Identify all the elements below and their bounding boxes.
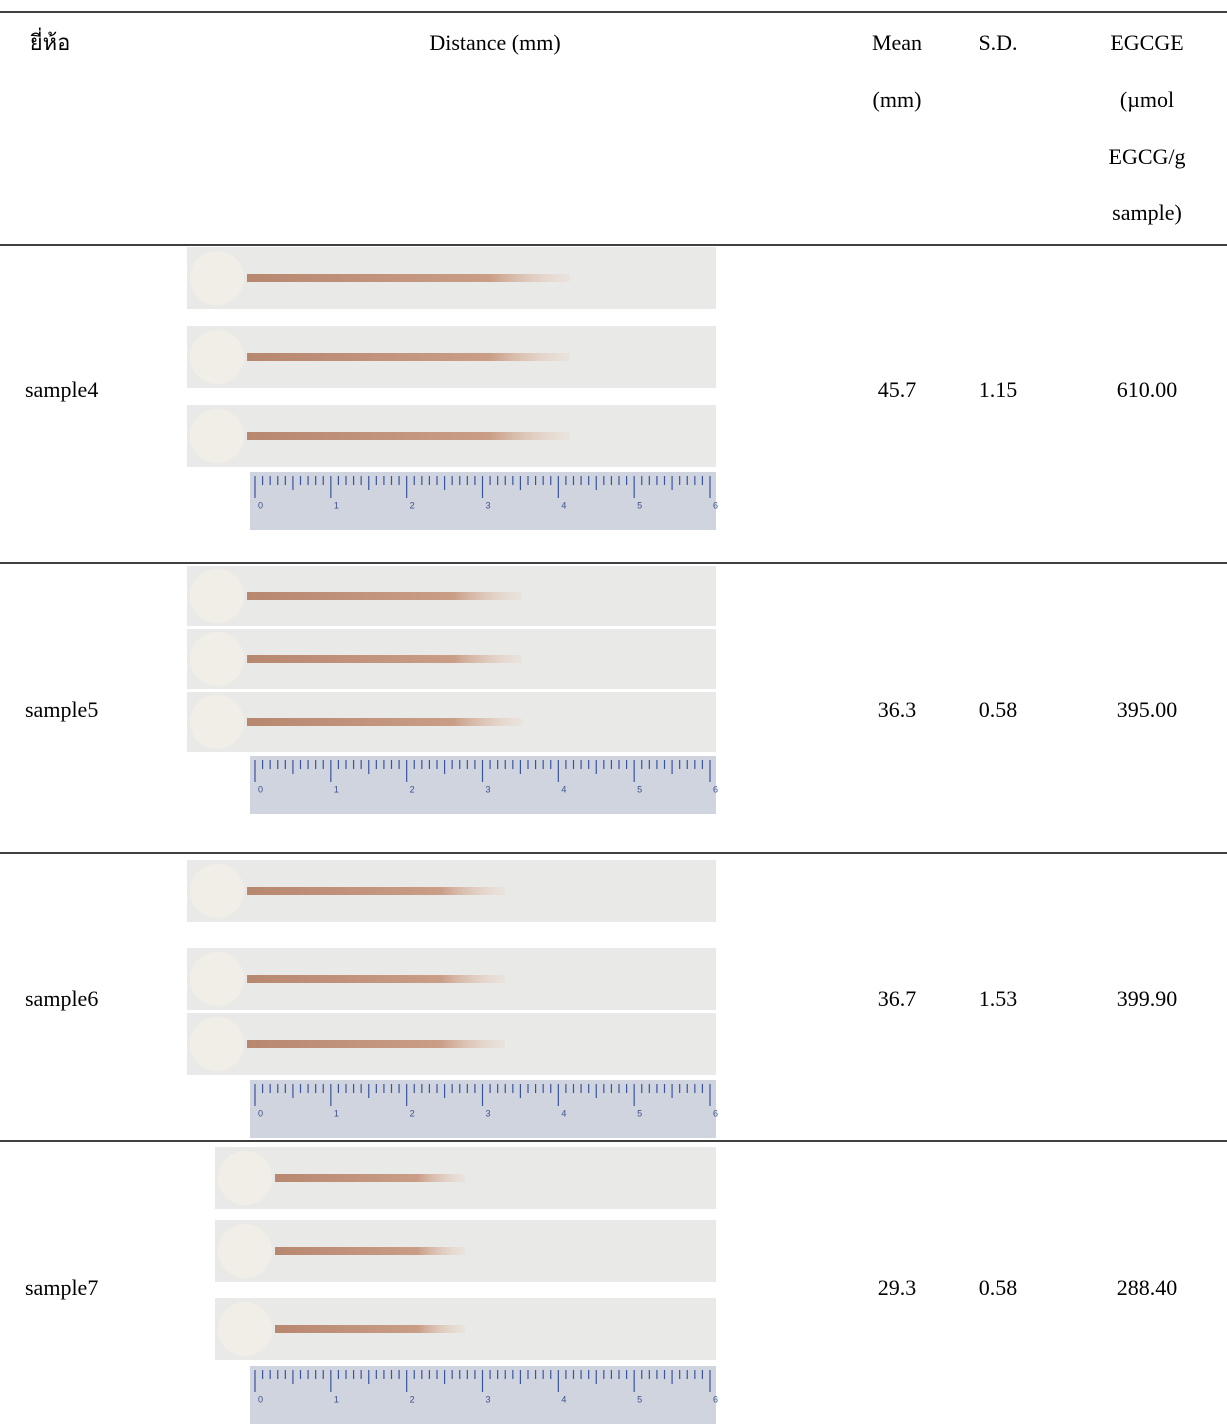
ruler-label: 4 [561,784,566,794]
ruler-label: 1 [334,784,339,794]
header-cell: (µmol [1120,87,1174,112]
cell: 45.7 [878,377,917,402]
header-cell: EGCG/g [1109,144,1186,169]
stain-band [275,1247,465,1255]
header-cell: S.D. [978,30,1017,55]
row-label: sample7 [25,1275,98,1300]
cell: 36.3 [878,697,917,722]
row-label: sample4 [25,377,98,402]
ruler-label: 4 [561,1394,566,1404]
ruler-label: 6 [713,1108,718,1118]
ruler-label: 0 [258,1108,263,1118]
sample-spot [190,251,244,305]
ruler-label: 0 [258,500,263,510]
cell: 36.7 [878,986,917,1011]
ruler-label: 4 [561,1108,566,1118]
sample-spot [190,632,244,686]
cell: 0.58 [979,697,1018,722]
ruler-label: 3 [486,500,491,510]
ruler-label: 5 [637,1108,642,1118]
sample-spot [218,1302,272,1356]
ruler-label: 3 [486,1108,491,1118]
ruler-label: 6 [713,500,718,510]
header-cell: sample) [1112,200,1182,225]
sample-spot [190,864,244,918]
ruler-label: 0 [258,784,263,794]
ruler-label: 2 [410,1394,415,1404]
cell: 0.58 [979,1275,1018,1300]
stain-band [275,1174,465,1182]
row-label: sample6 [25,986,98,1011]
cell: 399.90 [1117,986,1178,1011]
ruler-label: 4 [561,500,566,510]
ruler-label: 3 [486,784,491,794]
ruler-label: 0 [258,1394,263,1404]
row-label: sample5 [25,697,98,722]
sample-spot [218,1224,272,1278]
stain-band [247,592,522,600]
cell: 610.00 [1117,377,1178,402]
stain-band [247,655,522,663]
ruler-label: 2 [410,1108,415,1118]
stain-band [247,975,505,983]
cell: 1.53 [979,986,1018,1011]
cell: 288.40 [1117,1275,1178,1300]
ruler-label: 6 [713,784,718,794]
stain-band [247,887,505,895]
header-cell: (mm) [873,87,922,112]
page: ยี่ห้อ Distance (mm) Mean (mm) S.D. EGCG… [0,0,1227,1424]
sample-spot [190,409,244,463]
ruler-label: 2 [410,500,415,510]
ruler-label: 3 [486,1394,491,1404]
ruler-label: 5 [637,784,642,794]
table: ยี่ห้อ Distance (mm) Mean (mm) S.D. EGCG… [0,0,1227,1424]
ruler-label: 5 [637,1394,642,1404]
ruler-label: 2 [410,784,415,794]
sample-spot [190,569,244,623]
stain-band [247,353,570,361]
ruler-label: 1 [334,1394,339,1404]
sample-spot [218,1151,272,1205]
stain-band [275,1325,465,1333]
stain-band [247,274,570,282]
ruler-label: 5 [637,500,642,510]
stain-band [247,718,522,726]
header-cell: Distance (mm) [429,30,560,55]
sample-spot [190,695,244,749]
header-cell: EGCGE [1110,30,1183,55]
cell: 395.00 [1117,697,1178,722]
ruler-label: 1 [334,500,339,510]
ruler-label: 6 [713,1394,718,1404]
sample-spot [190,952,244,1006]
ruler-label: 1 [334,1108,339,1118]
sample-spot [190,330,244,384]
cell: 29.3 [878,1275,917,1300]
sample-spot [190,1017,244,1071]
stain-band [247,1040,505,1048]
header-cell: Mean [872,30,922,55]
header-cell: ยี่ห้อ [30,27,71,55]
stain-band [247,432,570,440]
cell: 1.15 [979,377,1018,402]
